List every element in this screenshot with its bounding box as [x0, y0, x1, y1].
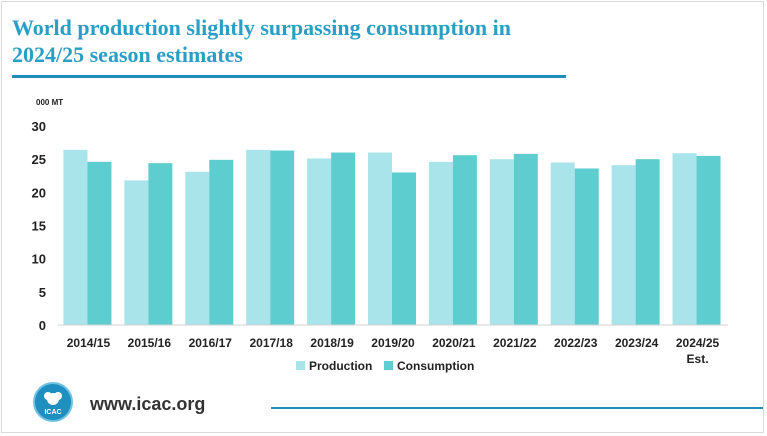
- logo-text: ICAC: [44, 409, 61, 416]
- consumption-bar: [331, 152, 356, 325]
- x-tick-label: 2017/18: [249, 336, 293, 350]
- footer-rule: [271, 407, 763, 409]
- x-tick-label: 2022/23: [554, 336, 598, 350]
- footer-url-link[interactable]: www.icac.org: [90, 394, 206, 414]
- cotton-boll-icon: ICAC: [33, 382, 73, 422]
- chart-title: World production slightly surpassing con…: [12, 14, 612, 68]
- title-line-1: World production slightly surpassing con…: [12, 15, 512, 40]
- consumption-bar: [696, 155, 721, 325]
- x-tick-label: 2024/25: [676, 336, 720, 350]
- production-bar: [307, 158, 332, 325]
- consumption-bar: [148, 163, 173, 325]
- consumption-bar: [635, 159, 660, 325]
- y-tick-label: 25: [32, 152, 46, 167]
- x-tick-label: Est.: [687, 352, 709, 366]
- x-tick-label: 2015/16: [128, 336, 172, 350]
- production-bar: [672, 153, 697, 325]
- x-tick-label: 2021/22: [493, 336, 537, 350]
- consumption-bar: [392, 172, 416, 325]
- consumption-bar: [452, 155, 477, 325]
- production-bar: [550, 162, 575, 325]
- y-tick-label: 10: [32, 252, 46, 267]
- x-tick-label: 2020/21: [432, 336, 476, 350]
- production-bar: [63, 149, 88, 325]
- unit-label: 000 MT: [36, 98, 64, 107]
- y-tick-label: 0: [39, 318, 46, 333]
- production-bar: [246, 149, 271, 325]
- logo-mark: ICAC: [44, 392, 62, 416]
- y-tick-label: 20: [32, 185, 46, 200]
- consumption-legend-label: Consumption: [397, 359, 474, 373]
- title-underline: [12, 75, 566, 78]
- x-tick-label: 2016/17: [189, 336, 233, 350]
- production-bar: [428, 161, 453, 325]
- y-tick-label: 30: [32, 119, 46, 134]
- x-tick-label: 2023/24: [615, 336, 659, 350]
- consumption-legend-swatch: [384, 361, 393, 370]
- consumption-bar: [209, 159, 234, 325]
- production-legend-swatch: [296, 361, 305, 370]
- production-bar: [368, 152, 392, 325]
- y-tick-label: 15: [32, 219, 46, 234]
- consumption-bar: [270, 150, 295, 325]
- consumption-bar: [513, 153, 538, 325]
- x-tick-label: 2018/19: [310, 336, 354, 350]
- production-bar: [124, 180, 149, 325]
- title-line-2: 2024/25 season estimates: [12, 42, 243, 67]
- production-bar: [611, 165, 636, 325]
- x-tick-label: 2019/20: [371, 336, 415, 350]
- consumption-bar: [574, 168, 599, 325]
- consumption-bar: [87, 161, 112, 325]
- production-legend-label: Production: [309, 359, 372, 373]
- y-tick-label: 5: [39, 285, 46, 300]
- production-bar: [185, 171, 210, 325]
- x-tick-label: 2014/15: [67, 336, 111, 350]
- production-bar: [489, 159, 514, 325]
